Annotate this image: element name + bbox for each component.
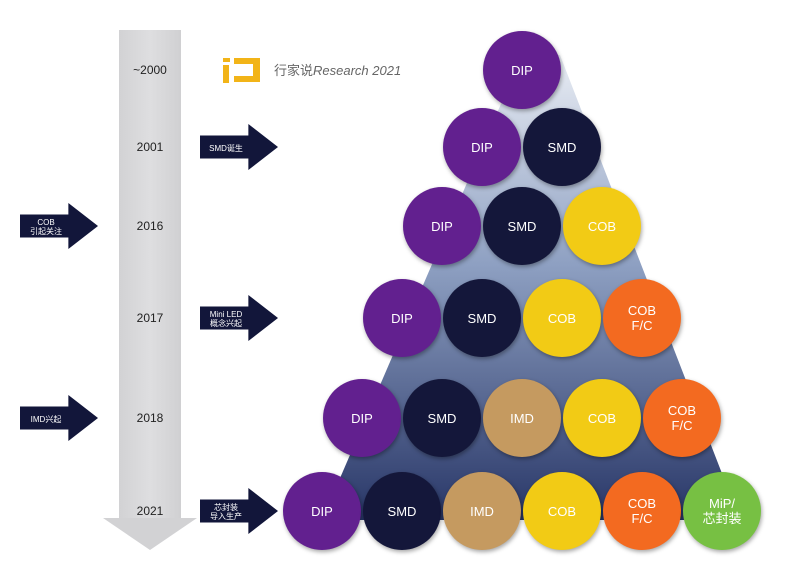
tech-circle-dip-row-3: DIP — [403, 187, 481, 265]
year-label-2000: ~2000 — [133, 63, 167, 77]
tech-circle-dip-row-4: DIP — [363, 279, 441, 357]
tech-circle-smd-row-3: SMD — [483, 187, 561, 265]
year-label-2016: 2016 — [136, 219, 164, 233]
year-label-2018: 2018 — [136, 411, 164, 425]
event-label: Mini LED 概念兴起 — [209, 310, 243, 328]
tech-circle-cob-f-c-row-5: COB F/C — [643, 379, 721, 457]
watermark-cjk: 行家说 — [274, 64, 314, 79]
tech-circle-mip-row-6: MiP/芯封装 — [683, 472, 761, 550]
year-label-2001: 2001 — [136, 140, 164, 154]
tech-circle-smd-row-4: SMD — [443, 279, 521, 357]
tech-circle-dip-row-6: DIP — [283, 472, 361, 550]
year-label-2021: 2021 — [136, 504, 164, 518]
tech-circle-cob-row-6: COB — [523, 472, 601, 550]
tech-circle-imd-row-5: IMD — [483, 379, 561, 457]
event-label: COB 引起关注 — [30, 218, 62, 236]
timeline-bar — [119, 30, 181, 520]
tech-circle-smd-row-2: SMD — [523, 108, 601, 186]
tech-circle-imd-row-6: IMD — [443, 472, 521, 550]
tech-circle-dip-row-1: DIP — [483, 31, 561, 109]
event-label: IMD兴起 — [30, 414, 62, 424]
event-label: SMD诞生 — [209, 143, 243, 153]
tech-circle-smd-row-6: SMD — [363, 472, 441, 550]
tech-circle-cob-row-3: COB — [563, 187, 641, 265]
watermark-text: 行家说Research 2021 — [274, 60, 401, 79]
timeline-arrowhead — [103, 518, 197, 550]
tech-circle-cob-row-4: COB — [523, 279, 601, 357]
tech-circle-cob-f-c-row-6: COB F/C — [603, 472, 681, 550]
tech-circle-smd-row-5: SMD — [403, 379, 481, 457]
watermark-latin: Research 2021 — [313, 63, 402, 78]
tech-circle-dip-row-5: DIP — [323, 379, 401, 457]
logo-icon — [223, 58, 260, 83]
tech-circle-dip-row-2: DIP — [443, 108, 521, 186]
tech-circle-cob-row-5: COB — [563, 379, 641, 457]
event-label: 芯封装 导入生产 — [210, 503, 242, 521]
year-label-2017: 2017 — [136, 311, 164, 325]
tech-circle-cob-f-c-row-4: COB F/C — [603, 279, 681, 357]
